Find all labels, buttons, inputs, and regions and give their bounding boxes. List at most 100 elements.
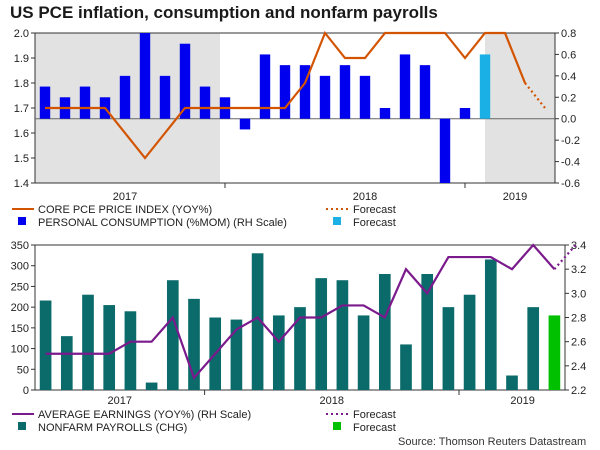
payrolls-bar bbox=[463, 294, 476, 390]
top-left-tick-label: 1.8 bbox=[14, 78, 29, 90]
consumption-bar bbox=[299, 65, 311, 119]
core-pce-line bbox=[45, 30, 527, 160]
payrolls-bar bbox=[166, 280, 179, 390]
payrolls-bar bbox=[39, 300, 52, 390]
bottom-left-tick-label: 0 bbox=[23, 385, 29, 397]
consumption-bar bbox=[359, 75, 371, 119]
earnings-forecast-line bbox=[553, 244, 577, 270]
payrolls-bar bbox=[421, 274, 434, 390]
bottom-right-tick-label: 3.4 bbox=[571, 240, 586, 252]
source-note: Source: Thomson Reuters Datastream bbox=[398, 436, 587, 448]
payrolls-bar bbox=[484, 259, 497, 390]
consumption-bar bbox=[439, 118, 451, 183]
legend-payrolls-forecast-label: Forecast bbox=[353, 422, 396, 434]
consumption-bar bbox=[379, 108, 391, 119]
payrolls-bar bbox=[336, 280, 349, 390]
consumption-forecast-bar bbox=[479, 54, 491, 119]
bottom-left-tick-label: 250 bbox=[11, 281, 29, 293]
legend-core-pce-label: CORE PCE PRICE INDEX (YOY%) bbox=[38, 204, 212, 216]
consumption-bar bbox=[139, 33, 151, 119]
bottom-year-label: 2017 bbox=[108, 395, 132, 407]
legend-consumption-label: PERSONAL CONSUMPTION (%MOM) (RH Scale) bbox=[38, 217, 287, 229]
legend-payrolls-label: NONFARM PAYROLLS (CHG) bbox=[38, 422, 187, 434]
legend-payrolls-swatch bbox=[18, 422, 26, 430]
payrolls-bar bbox=[272, 315, 285, 390]
legend-consumption-forecast-swatch bbox=[333, 217, 341, 225]
payrolls-bar bbox=[103, 305, 116, 390]
legend-consumption-swatch bbox=[18, 217, 26, 225]
top-right-tick-label: -0.6 bbox=[561, 178, 580, 190]
bottom-year-label: 2018 bbox=[320, 395, 344, 407]
payrolls-bar bbox=[527, 307, 540, 390]
payrolls-forecast-bar bbox=[548, 315, 561, 390]
payrolls-bar bbox=[145, 382, 158, 390]
top-left-tick-label: 2.0 bbox=[14, 28, 29, 40]
earnings-line bbox=[45, 243, 556, 381]
top-right-tick-label: 0.8 bbox=[561, 28, 576, 40]
payrolls-bar bbox=[506, 375, 518, 390]
payrolls-bar bbox=[400, 344, 412, 390]
legend-core-pce-forecast-label: Forecast bbox=[353, 204, 396, 216]
consumption-bar bbox=[159, 75, 171, 119]
top-left-tick-label: 1.9 bbox=[14, 53, 29, 65]
consumption-bar bbox=[179, 43, 191, 119]
legend-consumption-forecast-label: Forecast bbox=[353, 217, 396, 229]
consumption-bar bbox=[339, 65, 351, 119]
consumption-bar bbox=[279, 65, 291, 119]
top-right-tick-label: 0.6 bbox=[561, 49, 576, 61]
consumption-bar bbox=[399, 54, 411, 119]
payrolls-bar bbox=[442, 307, 455, 390]
payrolls-bar bbox=[60, 336, 73, 390]
top-left-tick-label: 1.5 bbox=[14, 153, 29, 165]
consumption-bar bbox=[79, 86, 91, 119]
bottom-right-tick-label: 2.4 bbox=[571, 361, 586, 373]
top-year-label: 2018 bbox=[353, 191, 377, 203]
payrolls-bar bbox=[378, 274, 391, 390]
bottom-right-tick-label: 3.2 bbox=[571, 264, 586, 276]
top-left-tick-label: 1.7 bbox=[14, 103, 29, 115]
consumption-bar bbox=[119, 75, 131, 119]
page-title: US PCE inflation, consumption and nonfar… bbox=[10, 3, 438, 22]
legend-payrolls-forecast-swatch bbox=[333, 422, 341, 430]
consumption-bar bbox=[419, 65, 431, 119]
bottom-right-tick-label: 2.6 bbox=[571, 337, 586, 349]
legend-earnings-label: AVERAGE EARNINGS (YOY%) (RH Scale) bbox=[38, 409, 251, 421]
bottom-year-label: 2019 bbox=[510, 395, 534, 407]
top-left-tick-label: 1.6 bbox=[14, 128, 29, 140]
bottom-left-tick-label: 200 bbox=[11, 302, 29, 314]
top-right-tick-label: 0.2 bbox=[561, 92, 576, 104]
payrolls-bar bbox=[294, 307, 306, 390]
consumption-bar bbox=[459, 108, 471, 119]
consumption-bar bbox=[259, 54, 271, 119]
bottom-right-tick-label: 2.8 bbox=[571, 313, 586, 325]
top-right-tick-label: 0.0 bbox=[561, 114, 576, 126]
bottom-right-tick-label: 2.2 bbox=[571, 385, 586, 397]
shaded-2019-region bbox=[485, 33, 555, 183]
bottom-left-tick-label: 350 bbox=[11, 240, 29, 252]
payrolls-bar bbox=[230, 319, 243, 390]
bottom-left-tick-label: 300 bbox=[11, 261, 29, 273]
bottom-left-tick-label: 50 bbox=[17, 364, 29, 376]
top-left-tick-label: 1.4 bbox=[14, 178, 29, 190]
payrolls-bar bbox=[188, 298, 200, 390]
top-right-tick-label: 0.4 bbox=[561, 71, 576, 83]
top-year-label: 2019 bbox=[503, 191, 527, 203]
top-right-tick-label: -0.4 bbox=[561, 157, 580, 169]
consumption-bar bbox=[239, 118, 251, 130]
bottom-left-tick-label: 150 bbox=[11, 323, 29, 335]
bottom-right-tick-label: 3.0 bbox=[571, 288, 586, 300]
bottom-left-tick-label: 100 bbox=[11, 344, 29, 356]
consumption-bar bbox=[39, 86, 51, 119]
payrolls-bar bbox=[251, 253, 264, 390]
top-right-tick-label: -0.2 bbox=[561, 135, 580, 147]
top-year-label: 2017 bbox=[113, 191, 137, 203]
payrolls-bar bbox=[357, 315, 370, 390]
consumption-bar bbox=[319, 75, 331, 119]
payrolls-bar bbox=[82, 294, 94, 390]
payrolls-bar bbox=[124, 311, 137, 390]
core-pce-forecast-line bbox=[524, 82, 546, 109]
consumption-bar bbox=[199, 86, 211, 119]
legend-earnings-forecast-label: Forecast bbox=[353, 409, 396, 421]
